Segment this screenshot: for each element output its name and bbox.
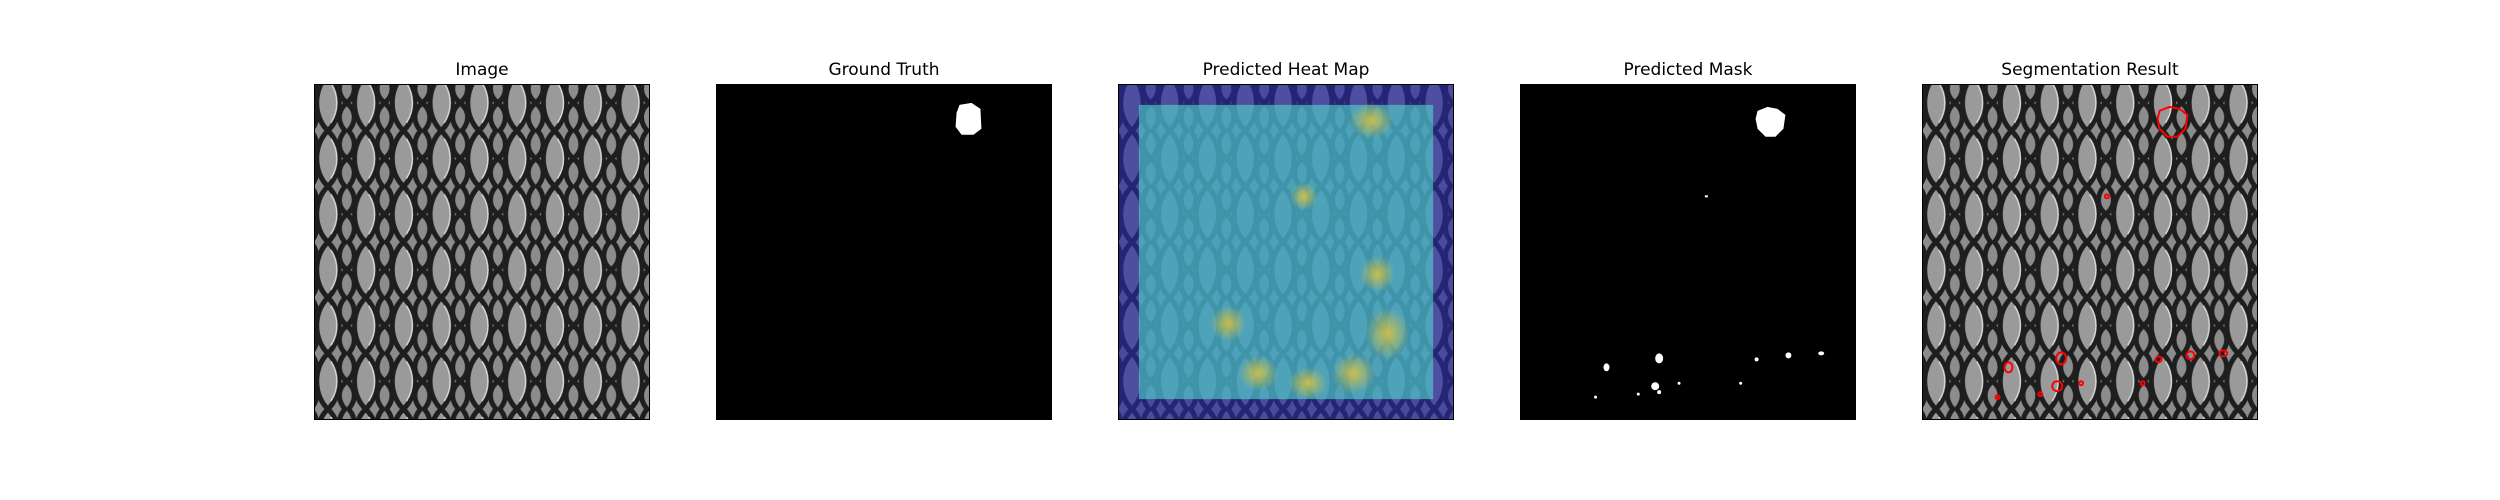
panel-title-predicted-mask: Predicted Mask xyxy=(1623,60,1753,80)
contour xyxy=(2051,380,2064,393)
panel-segmentation-result: Segmentation Result xyxy=(1922,0,2258,500)
image-frame xyxy=(314,84,650,420)
contour xyxy=(2055,351,2068,366)
contour xyxy=(1994,394,2001,401)
panel-title-ground-truth: Ground Truth xyxy=(828,60,940,80)
contour xyxy=(2139,380,2146,387)
panel-title-segmentation-result: Segmentation Result xyxy=(2001,60,2179,80)
panel-predicted-mask: Predicted Mask xyxy=(1520,0,1856,500)
ground-truth-mask xyxy=(717,85,1051,419)
mask-blob xyxy=(1657,390,1662,395)
contour xyxy=(2078,380,2085,387)
contour xyxy=(2003,361,2014,374)
mask-blob xyxy=(1594,395,1598,399)
predicted-mask-frame xyxy=(1520,84,1856,420)
panel-image: Image xyxy=(314,0,650,500)
panel-title-heat-map: Predicted Heat Map xyxy=(1202,60,1370,80)
mask-blob-main xyxy=(1755,106,1786,137)
contour-main xyxy=(2156,105,2189,138)
mask-blob xyxy=(1704,195,1708,198)
mask-blob xyxy=(1754,357,1759,362)
mask-blob xyxy=(1603,363,1610,372)
contour xyxy=(2154,355,2163,364)
contour xyxy=(2218,349,2229,358)
contour xyxy=(2037,391,2044,398)
predicted-heat-map xyxy=(1119,85,1453,419)
mask-blob xyxy=(1636,392,1640,396)
contour xyxy=(2103,193,2110,200)
input-image xyxy=(315,85,649,419)
mask-blob xyxy=(1651,382,1660,391)
predicted-mask xyxy=(1521,85,1855,419)
mask-blob xyxy=(1785,352,1792,359)
panel-heat-map: Predicted Heat Map xyxy=(1118,0,1454,500)
mask-blob xyxy=(1739,381,1743,385)
contour xyxy=(2185,350,2196,361)
mask-blob xyxy=(1655,353,1664,364)
panel-title-image: Image xyxy=(455,60,509,80)
ground-truth-frame xyxy=(716,84,1052,420)
defect-contours xyxy=(1994,105,2229,401)
heat-map-frame xyxy=(1118,84,1454,420)
segmentation-result-frame xyxy=(1922,84,2258,420)
mask-blob xyxy=(1818,351,1825,356)
ground-truth-defect-region xyxy=(955,102,982,135)
panel-ground-truth: Ground Truth xyxy=(716,0,1052,500)
mask-blob xyxy=(1677,381,1681,385)
segmentation-result xyxy=(1923,85,2257,419)
